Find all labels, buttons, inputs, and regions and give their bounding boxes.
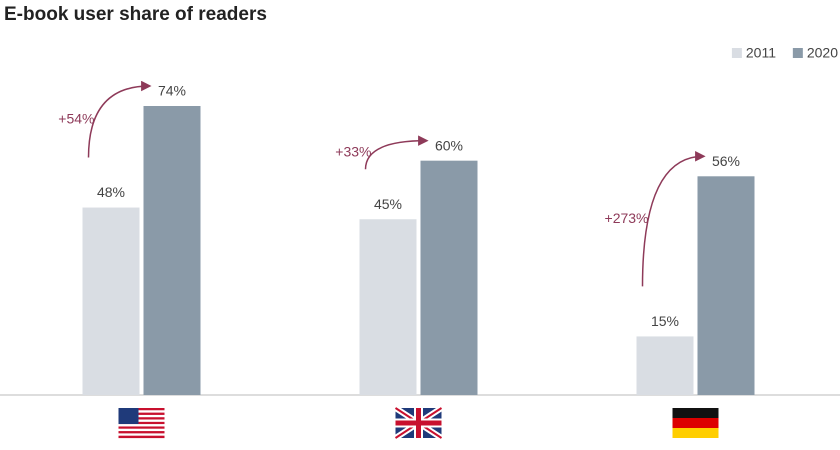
change-arrow [364,135,429,170]
value-label: 45% [374,196,402,212]
value-label: 15% [651,313,679,329]
flag-stripe [118,426,165,429]
value-label: 48% [97,184,125,200]
bar [143,106,201,395]
value-label: 74% [158,83,186,99]
flag-stripe [118,431,165,434]
flag-stripe [672,418,719,428]
flag-stripe [118,414,165,418]
change-annotation: +273% [605,210,649,226]
legend-swatch [731,48,742,58]
flag-stripe [118,410,165,413]
flag-stripe [118,419,165,422]
flag-stripe [118,408,165,411]
flag-stripe [672,428,719,438]
flag-canton [118,408,139,424]
flag-cross-red [395,408,442,438]
change-arrow [641,151,706,287]
flag-stripe [118,421,165,425]
change-annotation: +54% [58,110,94,126]
chart-title: E-book user share of readers [4,4,267,25]
flag-stripe [118,412,165,416]
bar [636,336,694,395]
bar [697,176,755,395]
flag-stripe [672,408,719,418]
flag-stripe [118,424,165,427]
change-annotation: +33% [335,144,371,160]
flag-stripe [118,428,165,432]
flag-icon [393,405,444,441]
change-arrow [87,80,152,158]
flag-stripe [118,417,165,420]
bar [82,207,140,395]
bar [359,219,417,395]
legend-label: 2020 [807,45,838,61]
flag-stripe [118,435,165,439]
legend-label: 2011 [746,45,776,61]
legend-swatch [792,48,803,58]
flag-icon [118,408,165,439]
value-label: 60% [435,137,463,153]
flag-stripe [118,433,165,436]
bar [420,160,478,395]
flag-icon [672,408,719,438]
value-label: 56% [712,153,740,169]
